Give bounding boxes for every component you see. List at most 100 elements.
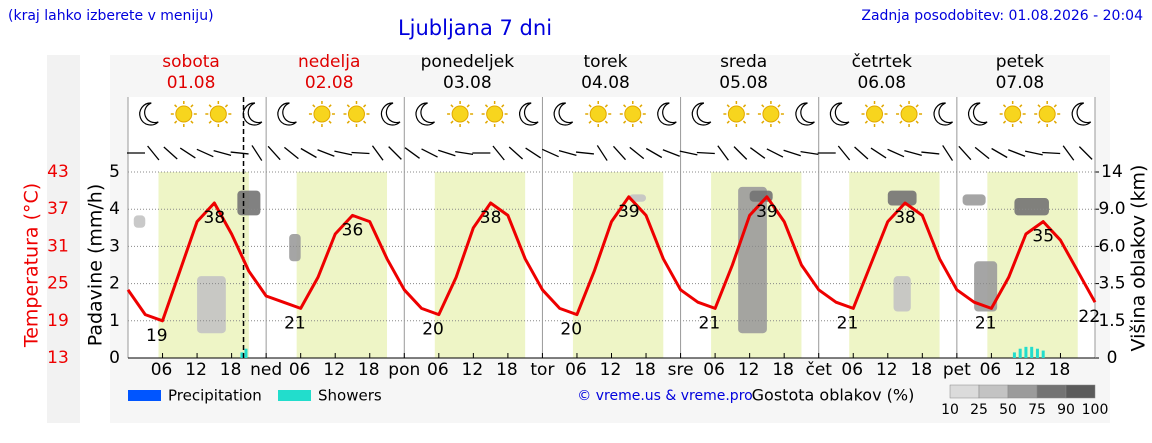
sun-icon xyxy=(727,105,745,123)
cloud-legend-swatch xyxy=(1007,384,1038,399)
y2-axis-label: Višina oblakov (km) xyxy=(1128,165,1150,352)
temp-extreme-label: 19 xyxy=(146,326,168,346)
temp-tick-label: 13 xyxy=(47,348,69,368)
cloud-cell xyxy=(237,190,261,216)
sun-icon xyxy=(589,105,607,123)
cloud-legend-label: 100 xyxy=(1082,402,1109,418)
wind-barb xyxy=(284,146,299,160)
sun-ray xyxy=(1037,120,1041,124)
sun-ray xyxy=(484,104,489,108)
side-band xyxy=(47,55,80,423)
wind-barb xyxy=(1062,145,1075,161)
cloud-cell xyxy=(962,194,986,206)
day-name: četrtek xyxy=(852,52,913,72)
moon-icon xyxy=(795,102,815,126)
y2-tick-label: 3.5 xyxy=(1098,274,1125,294)
wind-barb xyxy=(455,150,474,156)
wind-barb xyxy=(733,146,748,160)
sun-icon xyxy=(762,105,780,123)
x-tick-label: pet xyxy=(943,360,971,380)
sun-ray xyxy=(1053,120,1057,124)
sun-ray xyxy=(208,120,212,124)
y-tick-label: 1 xyxy=(109,311,120,331)
sun-ray xyxy=(742,104,747,108)
x-tick-label: 12 xyxy=(323,360,345,380)
wind-barb xyxy=(147,145,160,161)
x-tick-label: 18 xyxy=(1049,360,1071,380)
x-tick-label: 06 xyxy=(841,360,863,380)
wind-barb xyxy=(196,148,214,158)
sun-ray xyxy=(328,120,332,124)
temp-extreme-label: 39 xyxy=(618,202,640,222)
wind-barb xyxy=(612,145,627,161)
sun-ray xyxy=(501,120,505,124)
wind-barb xyxy=(991,147,1008,159)
x-tick-label: 12 xyxy=(1014,360,1036,380)
sun-ray xyxy=(899,120,903,124)
x-tick-label: pon xyxy=(388,360,420,380)
x-tick-label: 06 xyxy=(565,360,587,380)
sun-icon xyxy=(209,105,227,123)
sun-ray xyxy=(1019,104,1023,108)
cloud-cell xyxy=(1014,198,1049,216)
x-tick-label: 12 xyxy=(185,360,207,380)
wind-barb xyxy=(179,147,196,159)
wind-barb xyxy=(800,150,819,156)
legend-swatch xyxy=(278,390,311,401)
sun-icon xyxy=(900,105,918,123)
sun-ray xyxy=(224,104,229,108)
legend-label: Precipitation xyxy=(168,387,262,405)
sun-ray xyxy=(761,120,765,124)
cloud-cell xyxy=(887,190,917,206)
sun-ray xyxy=(328,104,332,108)
wind-barb xyxy=(541,148,559,158)
sun-icon xyxy=(451,105,469,123)
temp-extreme-label: 39 xyxy=(756,202,778,222)
legend-swatch xyxy=(128,390,161,401)
credit: © vreme.us & vreme.pro xyxy=(577,388,752,404)
sun-ray xyxy=(742,120,747,124)
x-tick-label: ned xyxy=(250,360,282,380)
x-tick-label: 12 xyxy=(738,360,760,380)
x-tick-label: čet xyxy=(805,360,832,380)
temp-tick-label: 43 xyxy=(47,162,69,182)
sun-icon xyxy=(624,105,642,123)
sun-icon xyxy=(175,105,193,123)
x-tick-label: 12 xyxy=(600,360,622,380)
temp-extreme-label: 20 xyxy=(560,320,582,340)
wind-barb xyxy=(749,147,766,159)
sun-ray xyxy=(501,104,505,108)
sun-ray xyxy=(484,120,489,124)
day-date: 02.08 xyxy=(305,73,354,93)
sun-ray xyxy=(639,104,643,108)
wind-barb xyxy=(766,148,784,158)
cloud-legend-label: 50 xyxy=(999,402,1017,418)
x-tick-label: tor xyxy=(530,360,554,380)
y-tick-label: 0 xyxy=(109,348,120,368)
x-tick-label: 18 xyxy=(358,360,380,380)
wind-barb xyxy=(421,148,438,158)
cloud-legend-label: 25 xyxy=(970,402,988,418)
day-name: nedelja xyxy=(298,52,360,72)
wind-barb xyxy=(525,147,542,159)
sun-ray xyxy=(899,104,903,108)
wind-barb xyxy=(942,145,954,161)
sun-icon xyxy=(313,105,331,123)
sun-ray xyxy=(777,120,781,124)
day-date: 04.08 xyxy=(581,73,630,93)
sun-ray xyxy=(363,104,367,108)
cloud-cell xyxy=(289,234,301,262)
wind-barb xyxy=(837,145,851,161)
y2-tick-label: 0 xyxy=(1107,348,1118,368)
wind-barb xyxy=(1078,146,1093,160)
wind-barb xyxy=(696,151,715,155)
moon-icon xyxy=(380,102,401,126)
wind-barb xyxy=(438,149,456,157)
sun-ray xyxy=(190,104,194,108)
y-tick-label: 5 xyxy=(109,162,120,182)
sun-icon xyxy=(866,105,884,123)
moon-icon xyxy=(553,102,574,126)
sun-ray xyxy=(881,120,885,124)
day-date: 05.08 xyxy=(719,73,768,93)
temperature-line xyxy=(126,195,1097,323)
